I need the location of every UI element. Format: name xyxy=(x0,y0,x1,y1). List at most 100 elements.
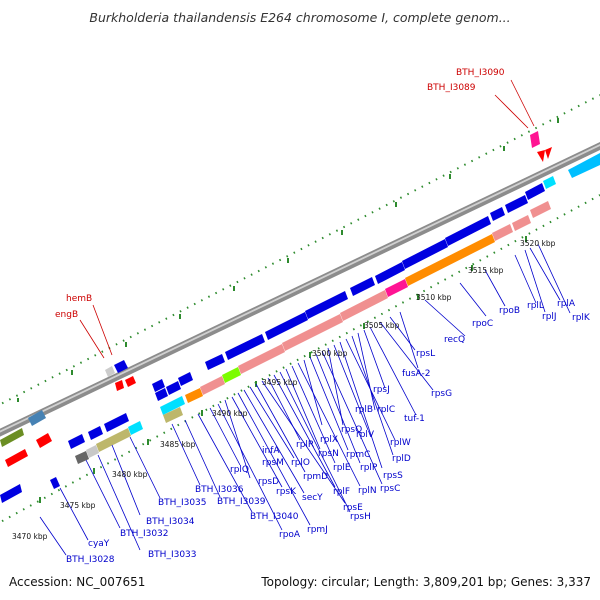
label-leader-lines xyxy=(39,243,571,556)
gene-label: rpsS xyxy=(383,471,403,481)
kbp-tick-label: 3470 kbp xyxy=(12,532,48,541)
kbp-tick-label: 3485 kbp xyxy=(160,440,196,449)
chromosome-backbone xyxy=(0,142,600,437)
gene-label: tuf-1 xyxy=(404,414,425,424)
kbp-tick-label: 3500 kbp xyxy=(312,349,348,358)
gene-label: BTH_I3035 xyxy=(158,498,207,508)
kbp-tick-label: 3480 kbp xyxy=(112,470,148,479)
gene-label: rplN xyxy=(358,486,377,496)
gene-arrow xyxy=(5,449,28,467)
gene-label: rpmD xyxy=(303,472,328,482)
special-gene-label: BTH_I3089 xyxy=(427,83,476,93)
gene-arrow xyxy=(105,366,115,377)
gene-label: rplR xyxy=(296,440,314,450)
gene-arrow xyxy=(490,207,505,221)
gene-label: rplO xyxy=(291,458,310,468)
gene-labels: BTH_I3028 cyaY BTH_I3032 BTH_I3033 BTH_I… xyxy=(66,299,591,565)
gene-arrow xyxy=(155,388,168,401)
gene-label: rpoC xyxy=(472,319,493,329)
gene-label: rpmJ xyxy=(307,525,328,535)
genes-reverse-strand xyxy=(0,176,556,503)
gene-label: rpsG xyxy=(431,389,452,399)
gene-arrow xyxy=(340,290,388,321)
genome-summary-text: Topology: circular; Length: 3,809,201 bp… xyxy=(261,575,591,589)
gene-arrow xyxy=(75,451,89,464)
gene-arrow xyxy=(28,410,46,426)
gene-label: BTH_I3040 xyxy=(250,512,299,522)
gene-arrow xyxy=(305,291,348,319)
gene-arrow xyxy=(530,131,540,148)
gene-label: rpsC xyxy=(380,484,400,494)
gene-label: rpmC xyxy=(346,450,370,460)
gene-label: rpsH xyxy=(350,512,371,522)
gene-arrow xyxy=(205,354,225,370)
gene-arrow xyxy=(163,407,183,423)
gene-label: rplW xyxy=(390,438,411,448)
gene-label: rpsN xyxy=(318,449,339,459)
kbp-scale: 3470 kbp 3475 kbp 3480 kbp 3485 kbp 3490… xyxy=(12,239,556,541)
gene-label: rplQ xyxy=(230,465,249,475)
gene-arrow xyxy=(160,396,185,415)
gene-arrow xyxy=(238,344,285,374)
gene-arrow xyxy=(405,234,495,286)
gene-arrow xyxy=(350,277,375,296)
gene-arrow xyxy=(445,216,491,246)
gene-arrow xyxy=(375,262,405,284)
tick-rail-outer xyxy=(0,94,600,406)
gene-label: recQ xyxy=(444,335,465,345)
kbp-tick-label: 3505 kbp xyxy=(364,321,400,330)
gene-label: rplV xyxy=(356,430,375,440)
gene-label: fusA-2 xyxy=(402,369,431,379)
gene-label: rpoB xyxy=(499,306,520,316)
gene-label: rplK xyxy=(572,313,591,323)
gene-label: infA xyxy=(262,446,280,456)
gene-label: rplD xyxy=(392,454,411,464)
gene-label: secY xyxy=(302,493,323,503)
gene-label: rpsL xyxy=(416,349,435,359)
gene-arrow xyxy=(568,153,600,178)
gene-label: rpsD xyxy=(258,477,279,487)
gene-arrow xyxy=(545,147,552,159)
gene-arrow xyxy=(222,367,241,383)
gene-arrow xyxy=(115,380,124,391)
special-gene-labels: hemB engB BTH_I3090 BTH_I3089 xyxy=(55,68,505,320)
gene-arrow xyxy=(50,477,60,489)
gene-label: BTH_I3028 xyxy=(66,555,115,565)
gene-arrow xyxy=(200,376,225,395)
gene-label: rplF xyxy=(333,487,350,497)
gene-arrow xyxy=(125,376,136,387)
special-gene-label: engB xyxy=(55,310,78,320)
gene-arrow xyxy=(104,413,129,432)
gene-label: rplX xyxy=(320,435,338,445)
gene-arrow xyxy=(152,379,165,392)
gene-label: cyaY xyxy=(88,539,110,549)
gene-arrow xyxy=(505,195,528,213)
gene-label: BTH_I3033 xyxy=(148,550,197,560)
gene-label: rplP xyxy=(360,463,378,473)
gene-arrow xyxy=(88,426,103,440)
accession-text: Accession: NC_007651 xyxy=(9,575,146,589)
gene-arrow xyxy=(166,381,181,395)
kbp-tick-label: 3515 kbp xyxy=(468,266,504,275)
gene-label: rpsJ xyxy=(373,385,390,395)
gene-arrow xyxy=(178,372,193,386)
gene-label: rplC xyxy=(377,405,395,415)
gene-arrow xyxy=(128,421,143,435)
gene-label: BTH_I3034 xyxy=(146,517,195,527)
gene-label: rpsK xyxy=(276,487,297,497)
gene-label: rpsM xyxy=(262,458,284,468)
gene-label: rplL xyxy=(527,301,544,311)
kbp-tick-label: 3520 kbp xyxy=(520,239,556,248)
gene-arrow xyxy=(385,279,408,297)
tick-rail-inner xyxy=(0,194,600,524)
gene-label: BTH_I3036 xyxy=(195,485,244,495)
gene-arrow xyxy=(537,150,545,162)
gene-label: rplJ xyxy=(542,312,557,322)
gene-arrow xyxy=(68,434,85,449)
special-gene-label: BTH_I3090 xyxy=(456,68,505,78)
gene-arrow xyxy=(265,312,308,340)
gene-label: BTH_I3039 xyxy=(217,497,266,507)
gene-arrow xyxy=(225,334,265,360)
special-gene-label: hemB xyxy=(66,294,92,304)
